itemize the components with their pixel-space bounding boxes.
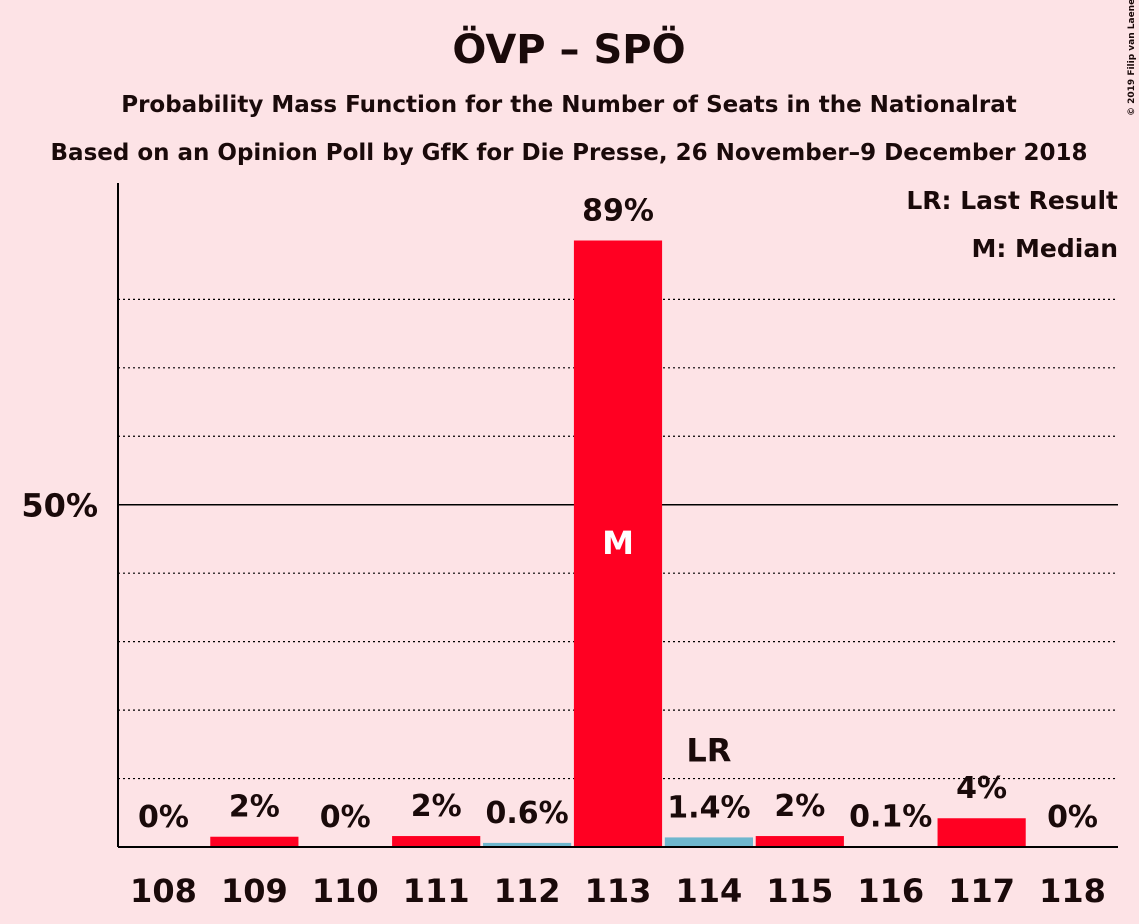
value-label: 2% [229, 790, 280, 825]
x-tick-label: 111 [403, 872, 470, 910]
chart-subtitle: Probability Mass Function for the Number… [121, 92, 1017, 118]
x-tick-label: 116 [857, 872, 924, 910]
x-tick-label: 117 [948, 872, 1015, 910]
y-tick-label: 50% [21, 487, 98, 525]
legend-entry: M: Median [971, 234, 1118, 263]
x-tick-label: 113 [585, 872, 652, 910]
copyright: © 2019 Filip van Laenen [1127, 0, 1137, 116]
value-label: 2% [774, 789, 825, 824]
value-label: 89% [582, 194, 654, 229]
chart-title: ÖVP – SPÖ [452, 25, 685, 73]
value-label: 0.1% [849, 799, 932, 834]
last-result-marker: LR [686, 731, 731, 769]
x-tick-label: 114 [676, 872, 743, 910]
median-marker: M [602, 524, 634, 562]
bar [392, 836, 481, 847]
value-label: 0% [1047, 800, 1098, 835]
bar [210, 836, 299, 847]
value-label: 0% [138, 800, 189, 835]
legend-entry: LR: Last Result [906, 186, 1118, 215]
chart-subtitle: Based on an Opinion Poll by GfK for Die … [51, 140, 1088, 166]
value-label: 1.4% [667, 790, 750, 825]
x-tick-label: 112 [494, 872, 561, 910]
value-label: 4% [956, 771, 1007, 806]
x-tick-label: 110 [312, 872, 379, 910]
bar [937, 818, 1026, 847]
value-label: 2% [411, 789, 462, 824]
bar [664, 837, 753, 847]
x-tick-label: 118 [1039, 872, 1106, 910]
bar [573, 240, 663, 847]
bar [483, 842, 572, 847]
value-label: 0.6% [485, 796, 568, 831]
x-tick-label: 108 [130, 872, 197, 910]
x-tick-label: 115 [766, 872, 833, 910]
x-tick-label: 109 [221, 872, 288, 910]
value-label: 0% [320, 800, 371, 835]
bar [755, 836, 844, 847]
